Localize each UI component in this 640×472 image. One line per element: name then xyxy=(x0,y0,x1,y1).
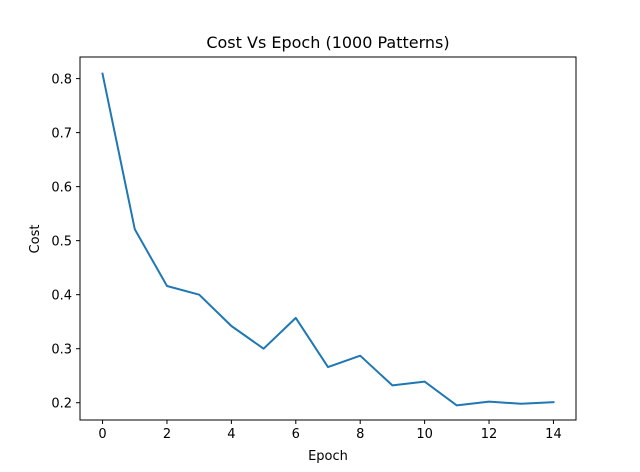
y-tick-label: 0.8 xyxy=(51,73,72,88)
y-tick-label: 0.7 xyxy=(51,127,72,142)
series-layer xyxy=(101,72,555,407)
x-tick-label: 4 xyxy=(227,427,235,442)
x-tick-label: 0 xyxy=(98,427,106,442)
y-axis: 0.2 0.3 0.4 0.5 0.6 0.7 0.8 xyxy=(51,73,80,412)
x-tick-label: 14 xyxy=(545,427,562,442)
x-tick-label: 10 xyxy=(416,427,433,442)
x-axis-label: Epoch xyxy=(308,449,348,464)
y-tick-label: 0.5 xyxy=(51,235,72,250)
x-tick-label: 8 xyxy=(356,427,364,442)
chart-title: Cost Vs Epoch (1000 Patterns) xyxy=(206,33,449,52)
y-tick-label: 0.4 xyxy=(51,289,72,304)
series-line xyxy=(101,72,555,407)
y-tick-label: 0.6 xyxy=(51,181,72,196)
y-tick-label: 0.2 xyxy=(51,397,72,412)
x-tick-label: 6 xyxy=(292,427,300,442)
y-tick-label: 0.3 xyxy=(51,343,72,358)
x-axis: 0 2 4 6 8 10 12 14 xyxy=(98,420,562,442)
x-tick-label: 2 xyxy=(163,427,171,442)
plot-area xyxy=(79,56,577,421)
x-tick-label: 12 xyxy=(481,427,498,442)
y-axis-label: Cost xyxy=(28,225,43,254)
